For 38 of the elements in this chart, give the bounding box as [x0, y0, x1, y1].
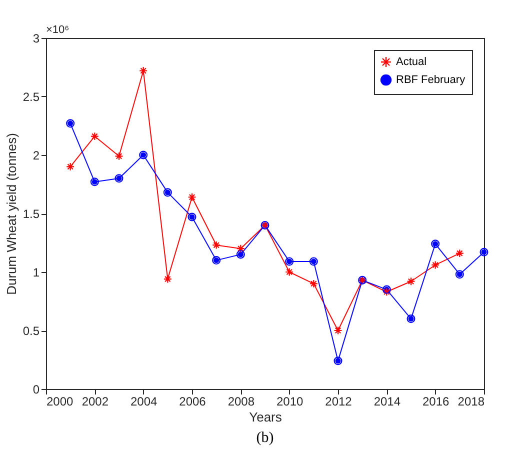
y-tick-label: 0 — [32, 382, 40, 396]
x-tick-label: 2000 — [46, 394, 74, 408]
point — [431, 260, 440, 270]
point — [285, 268, 294, 276]
point — [309, 279, 318, 288]
point — [212, 240, 221, 250]
legend-label: Actual — [396, 56, 427, 68]
x-tick-label: 2012 — [325, 394, 352, 408]
point — [139, 66, 148, 76]
y-tick-label: 3 — [32, 32, 40, 46]
point — [382, 288, 391, 296]
y-tick-label: 2.5 — [22, 90, 40, 104]
point — [163, 274, 172, 284]
x-tick-label: 2018 — [458, 394, 485, 408]
text: (b) — [256, 430, 274, 446]
y-tick-label: 0.5 — [22, 324, 40, 338]
x-tick-label: 2006 — [179, 394, 206, 408]
x-tick-label: 2004 — [130, 394, 158, 408]
y-axis-title: Durum Wheat yield (tonnes) — [4, 133, 19, 295]
point — [66, 162, 75, 171]
x-tick-label: 2008 — [228, 394, 255, 408]
point — [236, 244, 245, 253]
x-tick-label: 2010 — [276, 394, 304, 408]
x-tick-label: 2014 — [374, 394, 401, 408]
point — [455, 249, 464, 258]
x-tick-label: 2002 — [82, 394, 109, 408]
point — [334, 326, 342, 335]
x-axis-title: Years — [249, 410, 282, 424]
point — [114, 152, 124, 160]
point — [406, 277, 416, 286]
legend-label: RBF February — [396, 74, 466, 86]
x-tick-label: 2016 — [422, 394, 450, 408]
point — [188, 192, 196, 202]
y-tick-label: 1.5 — [22, 207, 40, 221]
text: ×10⁶ — [46, 24, 70, 36]
y-tick-label: 1 — [32, 266, 40, 280]
y-tick-label: 2 — [32, 148, 40, 162]
point — [90, 132, 99, 141]
